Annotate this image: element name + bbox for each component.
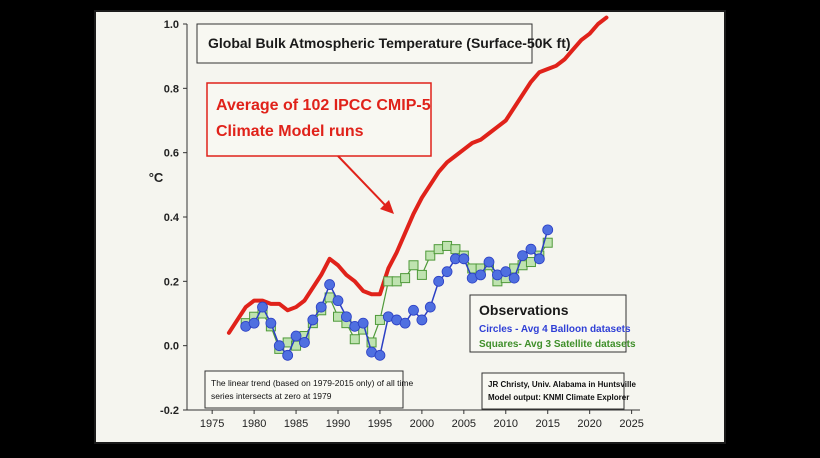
balloon-circle-point — [248, 317, 260, 329]
balloon-circle-point — [307, 314, 319, 326]
satellite-square-point — [391, 276, 402, 287]
balloon-circle-point — [424, 301, 436, 313]
observations-legend-box — [469, 294, 627, 353]
balloon-circle-point — [508, 272, 520, 284]
balloon-circle-point — [340, 311, 352, 323]
model-annotation-line-2: Climate Model runs — [216, 123, 364, 140]
credit-line-2: Model output: KNMI Climate Explorer — [488, 393, 629, 402]
model-annotation-arrowhead — [380, 200, 394, 214]
y-tick-label: 0.4 — [164, 212, 180, 224]
balloon-circle-point — [332, 295, 344, 307]
axis-layer: -0.2 0.0 0.2 0.4 0.6 0.8 1.0 °C 1975 1980 1985 1990… — [149, 19, 644, 430]
x-tick-label: 2015 — [535, 418, 559, 430]
model-annotation-box — [206, 82, 432, 157]
x-tick-label: 2025 — [619, 418, 643, 430]
temperature-chart: -0.2 0.0 0.2 0.4 0.6 0.8 1.0 °C 1975 1980 1985 1990… — [149, 15, 644, 430]
y-tick-label: 0.6 — [164, 148, 179, 160]
balloon-circle-point — [441, 266, 453, 278]
balloon-circle-point — [299, 337, 310, 348]
model-annotation-line-1: Average of 102 IPCC CMIP-5 — [216, 97, 431, 114]
trend-note-box — [204, 370, 404, 409]
x-tick-label: 2005 — [452, 418, 476, 430]
credit-box — [481, 372, 625, 410]
balloon-circle-point — [483, 256, 495, 268]
y-tick-label: 0.8 — [164, 83, 179, 95]
balloon-circle-point — [374, 349, 386, 361]
observations-legend-title: Observations — [479, 302, 569, 318]
balloon-circle-point — [533, 253, 545, 265]
balloon-circle-point — [257, 301, 268, 313]
x-tick-label: 1995 — [368, 418, 392, 430]
balloon-circle-point — [399, 317, 411, 329]
balloon-circle-point — [500, 266, 512, 278]
legend-circles-label: Circles - Avg 4 Balloon datasets — [479, 324, 631, 335]
satellite-square-point — [416, 269, 427, 280]
satellite-square-point — [425, 250, 436, 261]
balloon-circle-point — [542, 224, 554, 236]
balloon-circle-point — [458, 253, 470, 265]
satellite-square-point — [442, 240, 453, 251]
satellite-square-point — [349, 334, 360, 345]
legend-squares-label: Squares- Avg 3 Satellite datasets — [479, 339, 636, 350]
balloon-circle-point — [290, 330, 302, 342]
balloon-circle-point — [416, 314, 428, 326]
satellite-square-point — [400, 273, 411, 284]
y-tick-label: 0.2 — [164, 276, 179, 288]
x-tick-label: 1990 — [326, 418, 350, 430]
y-tick-label: 1.0 — [164, 19, 179, 31]
chart-frame: -0.2 0.0 0.2 0.4 0.6 0.8 1.0 °C 1975 1980 1985 1990… — [94, 10, 726, 444]
balloon-circle-point — [273, 340, 285, 352]
y-tick-label: -0.2 — [160, 405, 179, 417]
balloon-circle-point — [475, 269, 487, 281]
chart-title: Global Bulk Atmospheric Temperature (Sur… — [208, 35, 571, 51]
balloon-circle-point — [525, 243, 537, 255]
balloon-circle-point — [408, 304, 419, 316]
x-tick-label: 1980 — [242, 418, 266, 430]
balloon-circle-point — [357, 317, 369, 329]
model-annotation-arrow — [337, 155, 387, 207]
balloon-circle-point — [433, 275, 445, 287]
trend-note-line-1: The linear trend (based on 1979-2015 onl… — [211, 378, 414, 388]
x-tick-label: 2020 — [577, 418, 601, 430]
y-tick-label: 0.0 — [164, 341, 179, 353]
model-series-line — [226, 15, 609, 335]
satellite-square-point — [433, 244, 444, 255]
balloon-circle-point — [315, 301, 327, 313]
x-tick-label: 1975 — [200, 418, 224, 430]
credit-line-1: JR Christy, Univ. Alabama in Huntsville — [488, 380, 636, 389]
y-axis-label: °C — [149, 170, 164, 185]
title-box — [196, 23, 533, 64]
satellite-square-point — [450, 244, 461, 255]
satellite-square-point — [383, 276, 394, 287]
balloon-circle-point — [265, 317, 277, 329]
x-tick-label: 1985 — [284, 418, 308, 430]
balloon-circle-point — [282, 349, 294, 361]
balloon-circle-point — [324, 279, 336, 290]
x-tick-label: 2000 — [410, 418, 434, 430]
balloon-circle-point — [517, 250, 528, 262]
x-tick-label: 2010 — [494, 418, 518, 430]
satellite-square-point — [408, 260, 419, 271]
series-layer — [226, 15, 609, 361]
trend-note-line-2: series intersects at zero at 1979 — [211, 391, 332, 401]
